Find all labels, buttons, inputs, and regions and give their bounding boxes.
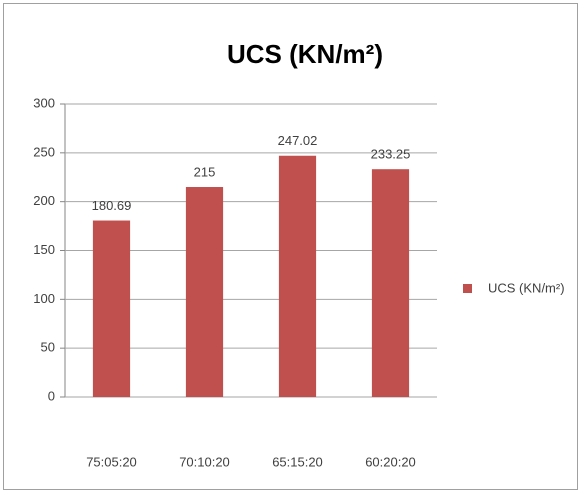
data-label: 180.69: [92, 198, 132, 213]
legend-swatch: [463, 284, 472, 293]
x-tick-label: 65:15:20: [272, 454, 323, 469]
data-label: 233.25: [371, 147, 411, 162]
y-tick-label: 0: [48, 388, 55, 403]
y-tick-label: 150: [33, 242, 55, 257]
y-tick-label: 100: [33, 291, 55, 306]
chart-title: UCS (KN/m²): [227, 39, 383, 69]
y-tick-label: 300: [33, 95, 55, 110]
x-tick-label: 75:05:20: [86, 454, 137, 469]
x-tick-label: 60:20:20: [365, 454, 416, 469]
y-tick-label: 200: [33, 193, 55, 208]
x-tick-label: 70:10:20: [179, 454, 230, 469]
y-tick-label: 250: [33, 144, 55, 159]
bar: [278, 155, 317, 397]
data-label: 215: [194, 164, 216, 179]
bar: [185, 187, 224, 397]
bar: [371, 169, 410, 397]
data-label: 247.02: [278, 133, 318, 148]
bar: [92, 220, 131, 397]
y-tick-label: 50: [41, 340, 55, 355]
legend-label: UCS (KN/m²): [488, 280, 565, 295]
